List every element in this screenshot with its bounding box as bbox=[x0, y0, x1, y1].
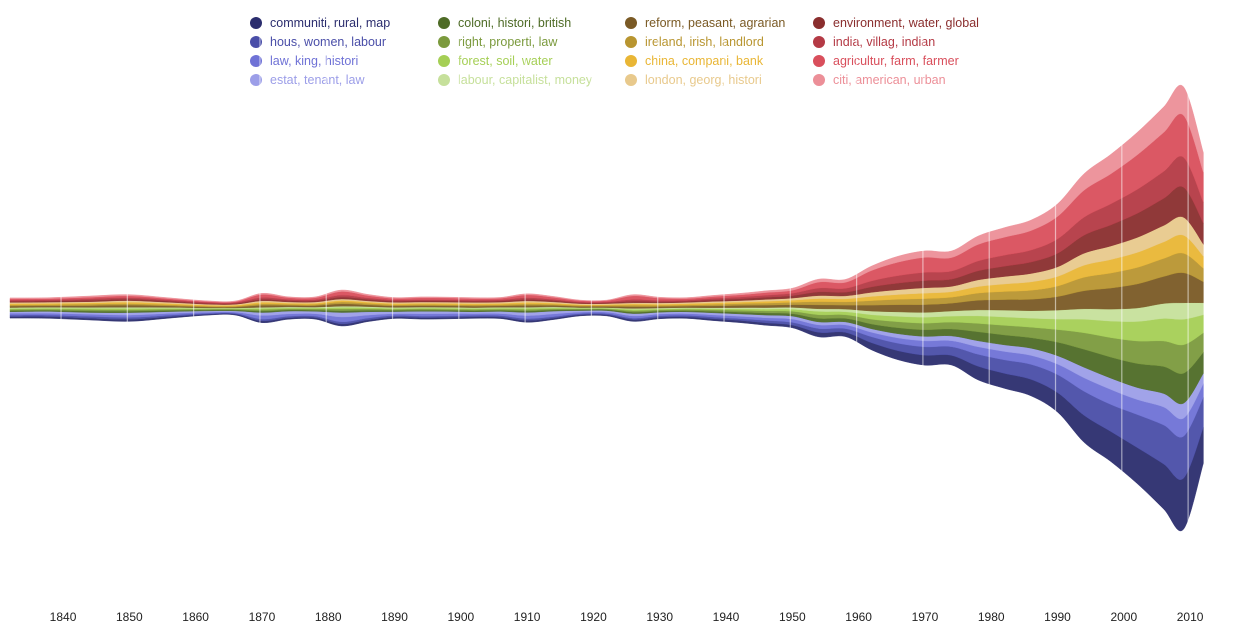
x-tick-label: 1930 bbox=[646, 610, 673, 624]
x-tick-label: 1950 bbox=[779, 610, 806, 624]
legend-item: china, compani, bank bbox=[625, 51, 815, 70]
legend-label: ireland, irish, landlord bbox=[645, 34, 764, 49]
legend-swatch bbox=[438, 35, 450, 48]
legend-swatch bbox=[813, 73, 825, 86]
legend-swatch bbox=[250, 73, 262, 86]
legend-label: coloni, histori, british bbox=[458, 15, 572, 30]
legend: communiti, rural, map hous, women, labour… bbox=[250, 13, 1030, 93]
streams-layer bbox=[9, 30, 1204, 590]
legend-column: communiti, rural, map hous, women, labour… bbox=[250, 13, 440, 89]
legend-label: communiti, rural, map bbox=[270, 15, 391, 30]
x-tick-label: 2000 bbox=[1110, 610, 1137, 624]
legend-column: coloni, histori, british right, properti,… bbox=[438, 13, 628, 89]
legend-item: forest, soil, water bbox=[438, 51, 628, 70]
x-tick-label: 1920 bbox=[580, 610, 607, 624]
legend-swatch bbox=[625, 54, 637, 67]
x-tick-label: 1840 bbox=[50, 610, 77, 624]
x-tick-label: 1890 bbox=[381, 610, 408, 624]
x-tick-label: 1910 bbox=[514, 610, 541, 624]
legend-item: estat, tenant, law bbox=[250, 70, 440, 89]
legend-label: reform, peasant, agrarian bbox=[645, 15, 786, 30]
x-tick-label: 1860 bbox=[182, 610, 209, 624]
legend-item: environment, water, global bbox=[813, 13, 1003, 32]
legend-swatch bbox=[438, 54, 450, 67]
legend-swatch bbox=[250, 16, 262, 29]
x-tick-label: 1970 bbox=[912, 610, 939, 624]
x-tick-label: 1960 bbox=[845, 610, 872, 624]
legend-swatch bbox=[250, 35, 262, 48]
legend-swatch bbox=[625, 16, 637, 29]
legend-swatch bbox=[813, 16, 825, 29]
x-tick-label: 2010 bbox=[1177, 610, 1204, 624]
legend-item: coloni, histori, british bbox=[438, 13, 628, 32]
x-tick-label: 1940 bbox=[713, 610, 740, 624]
x-tick-label: 1870 bbox=[249, 610, 276, 624]
legend-item: communiti, rural, map bbox=[250, 13, 440, 32]
legend-label: right, properti, law bbox=[458, 34, 558, 49]
x-tick-label: 1980 bbox=[978, 610, 1005, 624]
legend-column: reform, peasant, agrarian ireland, irish,… bbox=[625, 13, 815, 89]
legend-label: london, georg, histori bbox=[645, 72, 762, 87]
legend-item: citi, american, urban bbox=[813, 70, 1003, 89]
stream-layer bbox=[9, 84, 1204, 303]
x-tick-label: 1850 bbox=[116, 610, 143, 624]
legend-item: law, king, histori bbox=[250, 51, 440, 70]
legend-swatch bbox=[625, 73, 637, 86]
legend-label: forest, soil, water bbox=[458, 53, 553, 68]
legend-swatch bbox=[250, 54, 262, 67]
legend-label: environment, water, global bbox=[833, 15, 979, 30]
legend-label: hous, women, labour bbox=[270, 34, 387, 49]
legend-item: reform, peasant, agrarian bbox=[625, 13, 815, 32]
x-axis: 1840 1850 1860 1870 1880 1890 1900 1910 1920 1930… bbox=[50, 610, 1204, 624]
legend-swatch bbox=[813, 35, 825, 48]
legend-item: hous, women, labour bbox=[250, 32, 440, 51]
legend-column: environment, water, global india, villag,… bbox=[813, 13, 1003, 89]
legend-item: london, georg, histori bbox=[625, 70, 815, 89]
legend-item: agricultur, farm, farmer bbox=[813, 51, 1003, 70]
legend-item: right, properti, law bbox=[438, 32, 628, 51]
legend-label: india, villag, indian bbox=[833, 34, 936, 49]
legend-label: agricultur, farm, farmer bbox=[833, 53, 959, 68]
legend-label: china, compani, bank bbox=[645, 53, 764, 68]
legend-label: law, king, histori bbox=[270, 53, 359, 68]
legend-swatch bbox=[625, 35, 637, 48]
legend-label: estat, tenant, law bbox=[270, 72, 365, 87]
legend-item: ireland, irish, landlord bbox=[625, 32, 815, 51]
legend-swatch bbox=[813, 54, 825, 67]
legend-label: citi, american, urban bbox=[833, 72, 946, 87]
x-tick-label: 1900 bbox=[447, 610, 474, 624]
legend-swatch bbox=[438, 16, 450, 29]
legend-swatch bbox=[438, 73, 450, 86]
x-tick-label: 1990 bbox=[1044, 610, 1071, 624]
legend-item: india, villag, indian bbox=[813, 32, 1003, 51]
x-tick-label: 1880 bbox=[315, 610, 342, 624]
